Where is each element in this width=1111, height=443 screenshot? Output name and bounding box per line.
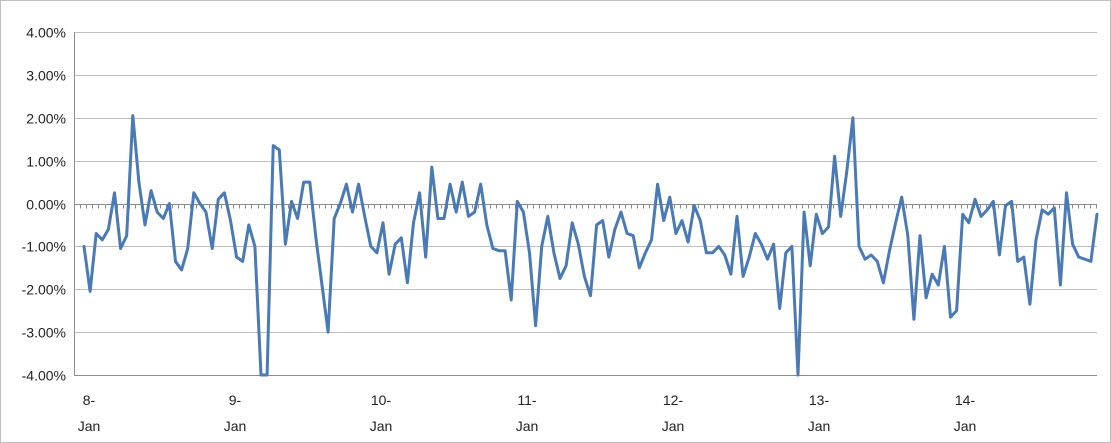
x-tick-label: 12- — [663, 392, 684, 408]
x-tick-label: Jan — [808, 418, 831, 434]
x-tick-label: Jan — [224, 418, 247, 434]
x-tick-label: Jan — [78, 418, 101, 434]
y-tick-label: -4.00% — [22, 368, 66, 384]
y-tick-label: -1.00% — [22, 239, 66, 255]
x-tick-label: 13- — [809, 392, 830, 408]
y-tick-label: -2.00% — [22, 282, 66, 298]
x-tick-label: 10- — [371, 392, 392, 408]
x-tick-label: Jan — [662, 418, 685, 434]
y-tick-label: 0.00% — [26, 197, 66, 213]
y-tick-label: -3.00% — [22, 325, 66, 341]
x-tick-label: 9- — [229, 392, 242, 408]
x-tick-label: 14- — [955, 392, 976, 408]
x-axis-tick-labels: 8- Jan 9- Jan 10- Jan 11- Jan 12- Jan 13- Jan 14- Jan — [78, 392, 977, 434]
y-tick-label: 1.00% — [26, 154, 66, 170]
x-tick-label: Jan — [370, 418, 393, 434]
y-tick-label: 3.00% — [26, 68, 66, 84]
x-tick-label: Jan — [516, 418, 539, 434]
y-tick-label: 2.00% — [26, 111, 66, 127]
series-group — [82, 114, 1099, 377]
x-tick-label: 11- — [517, 392, 537, 408]
y-axis-tick-labels: 4.00% 3.00% 2.00% 1.00% 0.00% -1.00% -2.00% -3.… — [22, 25, 66, 384]
x-tick-label: Jan — [954, 418, 977, 434]
x-tick-label: 8- — [83, 392, 96, 408]
series-line — [82, 114, 1099, 377]
y-tick-label: 4.00% — [26, 25, 66, 41]
